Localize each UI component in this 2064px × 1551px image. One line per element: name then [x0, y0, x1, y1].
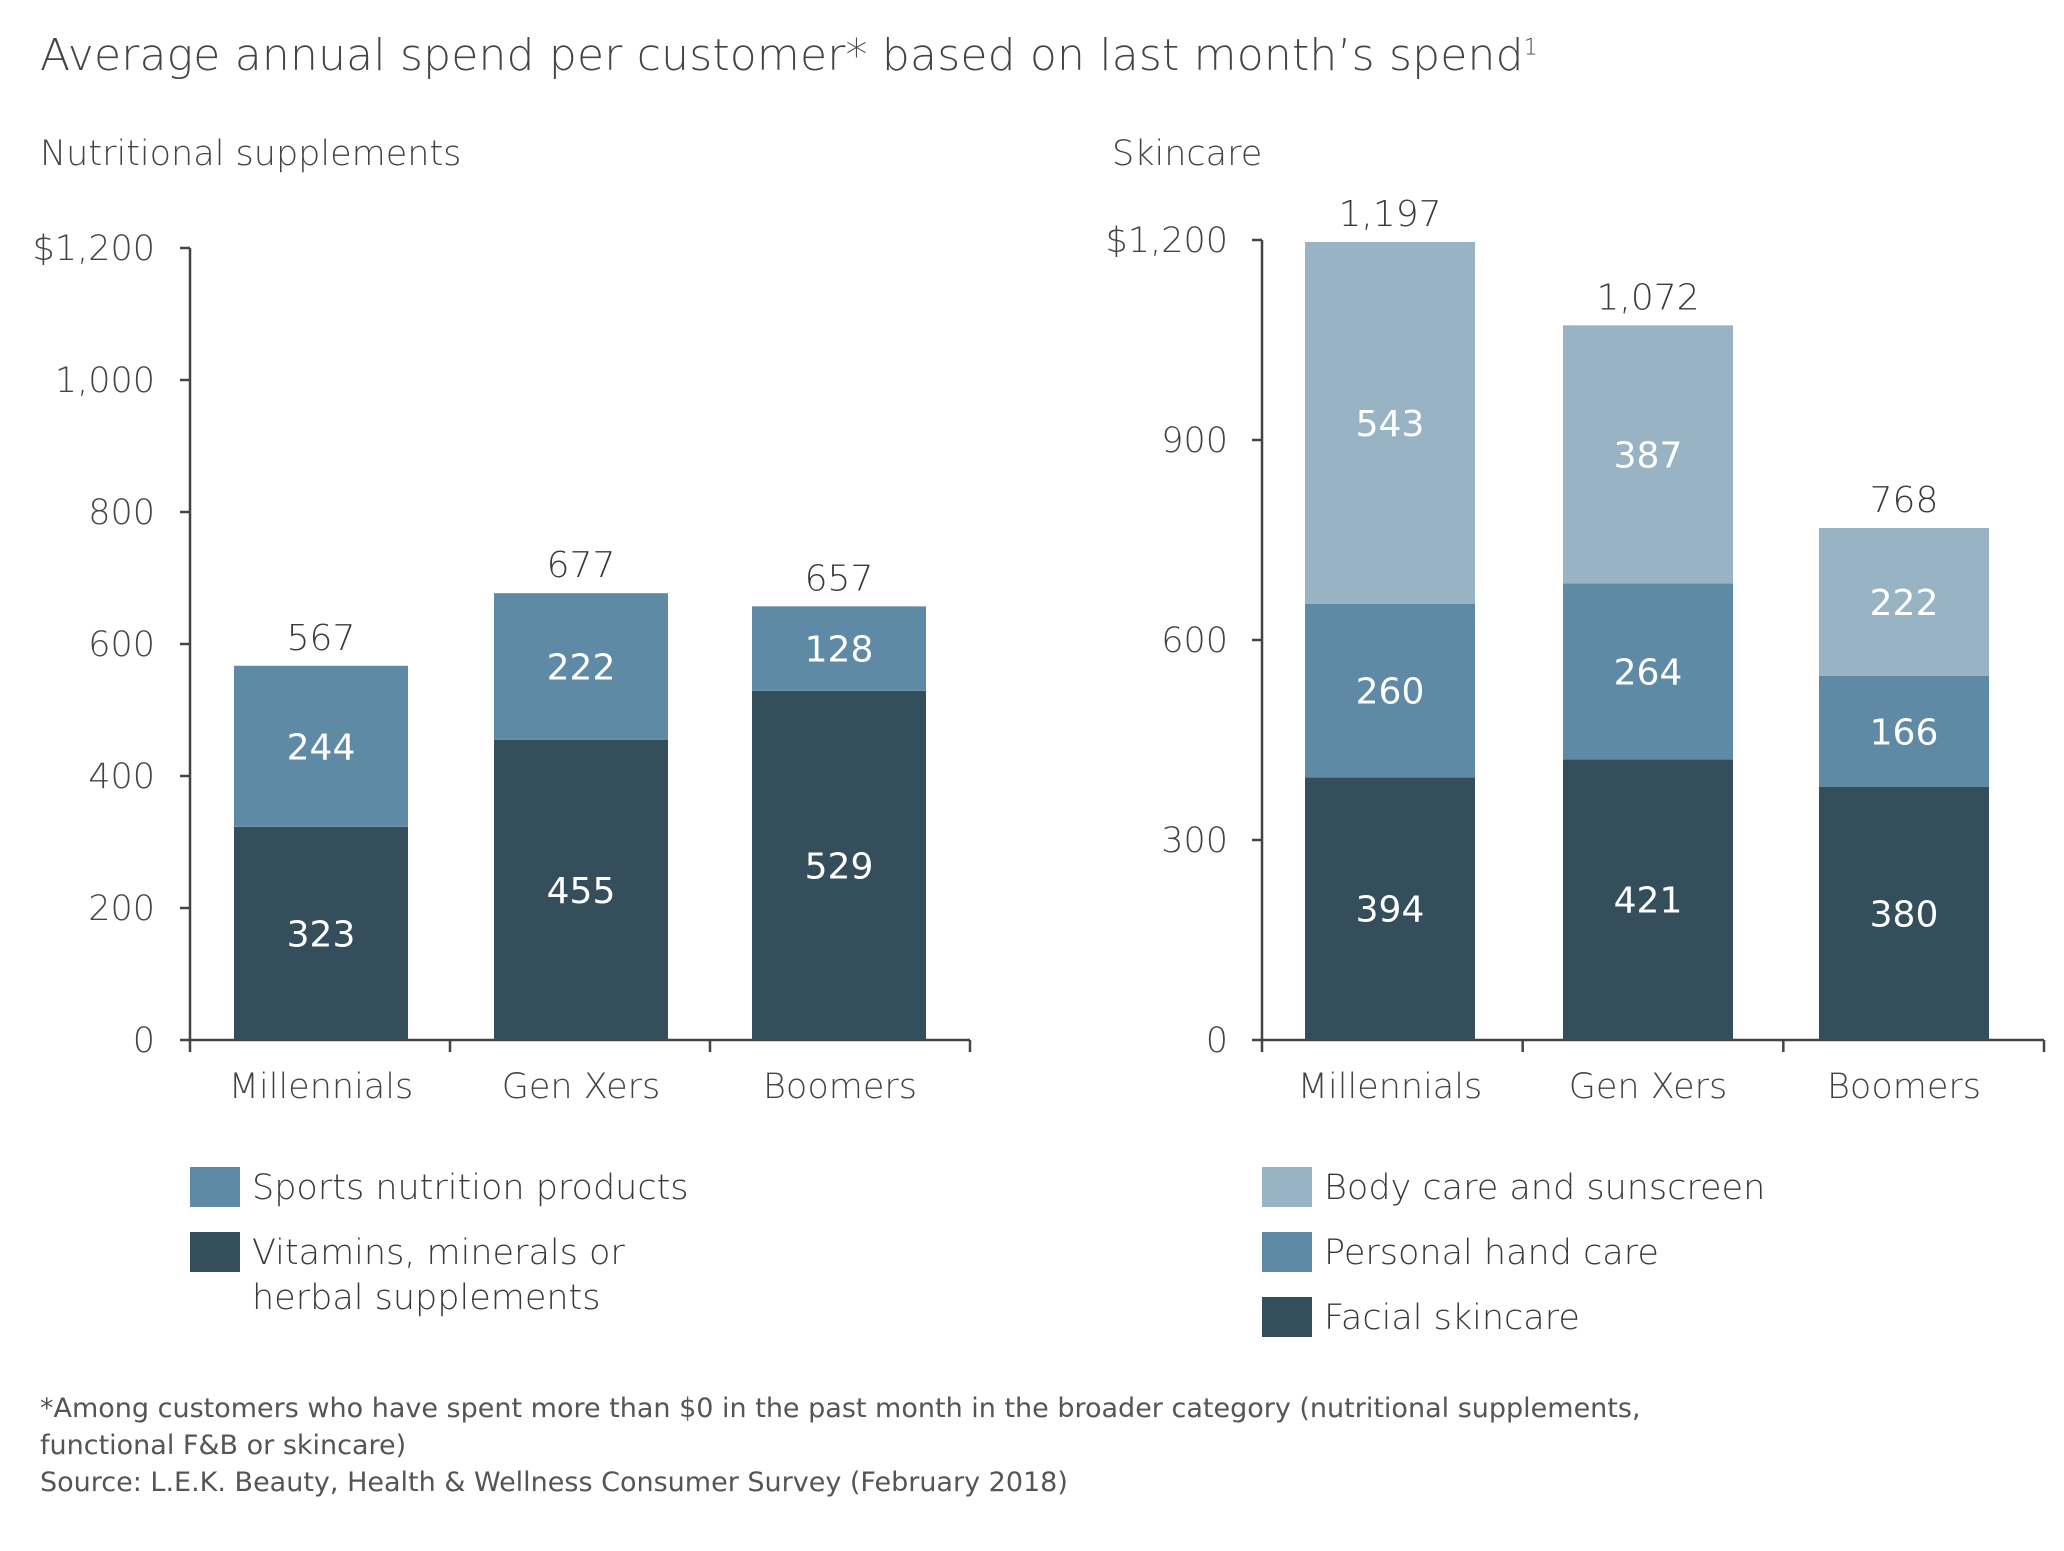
chart2-segment-label: 222 — [1870, 583, 1939, 624]
chart2-segment-label: 421 — [1614, 881, 1683, 922]
chart1-segment-label: 244 — [287, 727, 356, 768]
chart2-total-label: 768 — [1870, 480, 1939, 521]
chart1-bar-segment — [752, 606, 926, 691]
chart2-y-tick-label: 900 — [1161, 421, 1228, 461]
footnote-line-1: *Among customers who have spent more tha… — [40, 1393, 1641, 1424]
chart1-bar-segment — [494, 739, 668, 1040]
chart1-segment-label: 222 — [547, 647, 616, 688]
chart2-bar-segment — [1819, 676, 1989, 787]
chart2-x-tick-label: Boomers — [1827, 1067, 1981, 1107]
chart1-y-tick-label: $1,200 — [33, 229, 155, 269]
chart2-segment-label: 380 — [1870, 894, 1939, 935]
chart1-bar-segment — [752, 690, 926, 1040]
chart1-x-tick-label: Boomers — [763, 1067, 917, 1107]
chart2-y-tick-label: 0 — [1206, 1021, 1228, 1061]
chart2-segment-label: 543 — [1356, 404, 1425, 445]
chart2-bar-segment — [1563, 759, 1733, 1040]
chart1-y-tick-label: 0 — [133, 1021, 155, 1061]
page-title: Average annual spend per customer* based… — [40, 30, 1538, 81]
chart1-legend-swatch — [190, 1232, 240, 1272]
chart1-bar-segment — [234, 826, 408, 1040]
chart2-x-tick-label: Millennials — [1298, 1067, 1482, 1107]
chart2-legend-label: Personal hand care — [1324, 1233, 1659, 1273]
chart2-segment-label: 260 — [1356, 672, 1425, 713]
chart1-total-label: 567 — [287, 618, 356, 659]
chart2-legend-swatch — [1262, 1297, 1312, 1337]
chart2-bar-segment — [1819, 528, 1989, 676]
chart2-bar-segment — [1819, 786, 1989, 1040]
chart2-legend-label: Body care and sunscreen — [1324, 1168, 1765, 1208]
chart1-x-tick-label: Millennials — [229, 1067, 413, 1107]
title-text: Average annual spend per customer* based… — [40, 30, 1524, 81]
chart2-legend-swatch — [1262, 1167, 1312, 1207]
chart1-bar-segment — [234, 665, 408, 827]
chart1-x-tick-label: Gen Xers — [502, 1067, 661, 1107]
source-note: Source: L.E.K. Beauty, Health & Wellness… — [40, 1467, 1068, 1498]
chart2-bar-segment — [1563, 583, 1733, 760]
chart1-segment-label: 529 — [805, 846, 874, 887]
chart1-legend-label: herbal supplements — [252, 1278, 601, 1318]
chart1-segment-label: 128 — [805, 630, 874, 671]
chart2-bar-segment — [1305, 604, 1475, 778]
chart1-legend-label: Sports nutrition products — [252, 1168, 689, 1208]
chart1-y-tick-label: 400 — [88, 757, 155, 797]
chart1-y-tick-label: 800 — [88, 493, 155, 533]
title-superscript: 1 — [1523, 35, 1538, 61]
chart1-total-label: 657 — [805, 558, 874, 599]
chart2-y-tick-label: 600 — [1161, 621, 1228, 661]
chart2-y-tick-label: 300 — [1161, 821, 1228, 861]
chart1-y-tick-label: 1,000 — [55, 361, 155, 401]
chart1-bar-segment — [494, 593, 668, 740]
chart2-segment-label: 387 — [1614, 435, 1683, 476]
chart2-segment-label: 166 — [1870, 712, 1939, 753]
chart2-total-label: 1,197 — [1338, 194, 1441, 235]
chart2-title: Skincare — [1112, 134, 1262, 174]
chart2-bar-segment — [1563, 325, 1733, 584]
chart1-y-tick-label: 200 — [88, 889, 155, 929]
footnote-line-2: functional F&B or skincare) — [40, 1430, 407, 1461]
chart2-segment-label: 264 — [1614, 652, 1683, 693]
chart2-segment-label: 394 — [1356, 890, 1425, 931]
chart1-legend-label: Vitamins, minerals or — [252, 1233, 625, 1273]
chart2-bar-segment — [1305, 242, 1475, 604]
chart2-legend-swatch — [1262, 1232, 1312, 1272]
chart1-segment-label: 455 — [547, 871, 616, 912]
chart1-title: Nutritional supplements — [40, 134, 461, 174]
chart2-y-tick-label: $1,200 — [1106, 221, 1228, 261]
chart1-segment-label: 323 — [287, 914, 356, 955]
chart2-total-label: 1,072 — [1596, 277, 1699, 318]
chart1-y-tick-label: 600 — [88, 625, 155, 665]
chart1-legend-swatch — [190, 1167, 240, 1207]
chart2-x-tick-label: Gen Xers — [1569, 1067, 1728, 1107]
chart1-total-label: 677 — [547, 545, 616, 586]
chart2-bar-segment — [1305, 777, 1475, 1040]
chart2-legend-label: Facial skincare — [1324, 1298, 1580, 1338]
